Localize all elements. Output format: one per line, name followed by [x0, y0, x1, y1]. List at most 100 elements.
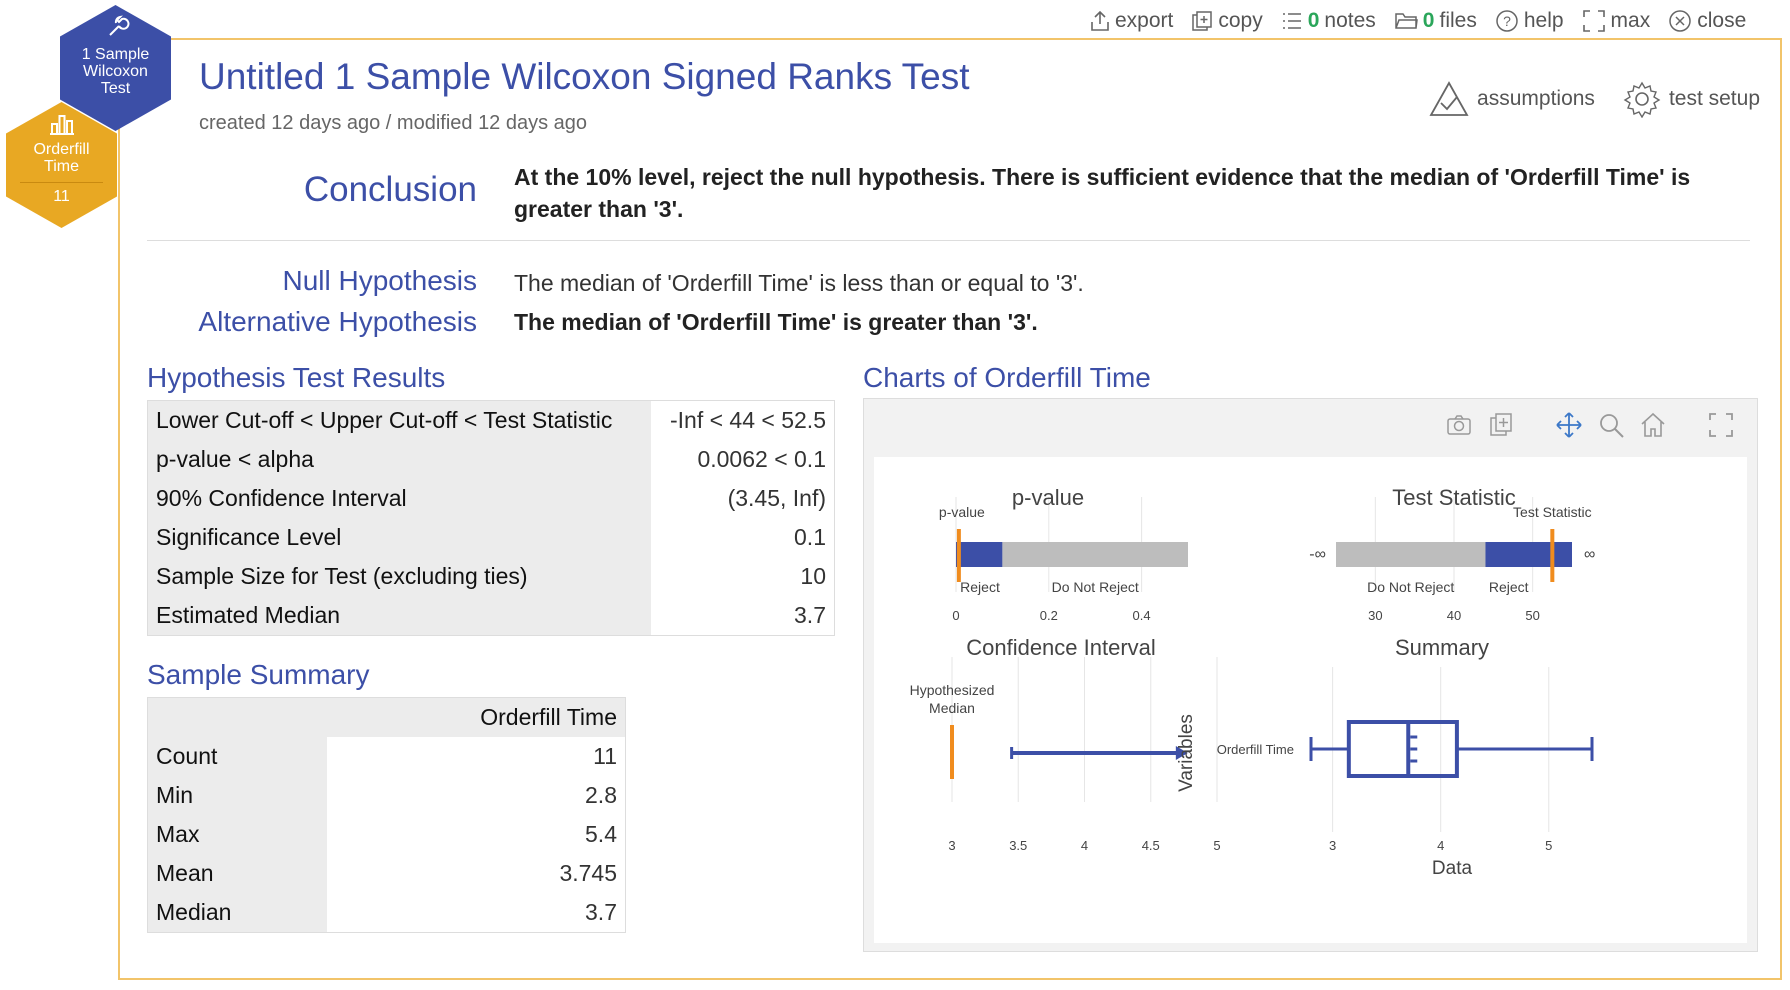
camera-icon[interactable]: [1445, 411, 1473, 439]
page-title[interactable]: Untitled 1 Sample Wilcoxon Signed Ranks …: [199, 56, 970, 97]
summary-key: Min: [147, 776, 327, 815]
summary-value: 11: [326, 737, 626, 776]
bar-segment: [1002, 542, 1188, 567]
header-actions: assumptions test setup: [1429, 80, 1760, 118]
result-key: 90% Confidence Interval: [147, 479, 651, 518]
result-key: p-value < alpha: [147, 440, 651, 479]
maximize-icon: [1582, 10, 1605, 32]
variable-name-line2: Time: [44, 158, 79, 175]
fullscreen-icon[interactable]: [1707, 411, 1735, 439]
copy-chart-icon[interactable]: [1487, 411, 1515, 439]
notes-button[interactable]: 0 notes: [1281, 9, 1376, 33]
charts-heading: Charts of Orderfill Time: [863, 362, 1151, 393]
variable-hexagon[interactable]: Orderfill Time 11: [6, 102, 117, 228]
null-hypothesis-label: Null Hypothesis: [282, 265, 477, 296]
summary-heading: Sample Summary: [147, 659, 370, 690]
bar-segment: [1485, 542, 1572, 567]
test-setup-label: test setup: [1668, 87, 1760, 110]
gear-icon: [1623, 81, 1661, 118]
top-toolbar: export copy 0 notes 0 files ? help max clo…: [1090, 6, 1790, 36]
x-tick-label: 0.4: [1133, 608, 1151, 623]
x-tick-label: 4: [1437, 838, 1444, 853]
result-value: (3.45, Inf): [650, 479, 835, 518]
help-button[interactable]: ? help: [1495, 9, 1564, 33]
chart-title: Summary: [1395, 635, 1489, 660]
folder-icon: [1395, 13, 1418, 29]
table-row: Max 5.4: [147, 815, 626, 854]
results-heading: Hypothesis Test Results: [147, 362, 446, 393]
table-row: Count 11: [147, 737, 626, 776]
table-row: Median 3.7: [147, 893, 626, 933]
created-modified-meta: created 12 days ago / modified 12 days a…: [199, 112, 588, 134]
marker-label-line1: Hypothesized: [910, 682, 995, 698]
export-icon: [1091, 10, 1109, 31]
zoom-icon[interactable]: [1597, 411, 1625, 439]
result-key: Sample Size for Test (excluding ties): [147, 557, 651, 596]
summary-value: 5.4: [326, 815, 626, 854]
table-header-row: Orderfill Time: [147, 697, 626, 737]
max-label: max: [1610, 9, 1651, 32]
svg-text:?: ?: [1503, 13, 1511, 29]
marker-label-line2: Median: [929, 700, 975, 716]
x-axis-label: Data: [1432, 858, 1473, 879]
conclusion-text: At the 10% level, reject the null hypoth…: [514, 164, 1691, 222]
test-type-line3: Test: [100, 80, 131, 97]
x-tick-label: 3: [948, 838, 955, 853]
assumptions-button[interactable]: assumptions: [1429, 80, 1595, 118]
result-value: 10: [650, 557, 835, 596]
table-row: Sample Size for Test (excluding ties) 10: [147, 557, 835, 596]
chart-toolbar: [1445, 411, 1735, 439]
bar-segment: [1336, 542, 1486, 567]
bar-chart-icon: [49, 115, 74, 135]
category-label: Orderfill Time: [1217, 742, 1294, 757]
table-row: Estimated Median 3.7: [147, 596, 835, 636]
test-type-hexagon[interactable]: 1 Sample Wilcoxon Test: [60, 5, 171, 131]
copy-button[interactable]: copy: [1191, 9, 1263, 33]
help-label: help: [1523, 9, 1564, 32]
x-tick-label: 3: [1329, 838, 1336, 853]
table-row: Mean 3.745: [147, 854, 626, 893]
files-label: files: [1439, 9, 1477, 32]
list-icon: [1282, 13, 1301, 29]
copy-icon: [1192, 11, 1213, 31]
export-label: export: [1115, 9, 1174, 32]
summary-value: 2.8: [326, 776, 626, 815]
interval-arrowhead: [1175, 746, 1188, 760]
pos-infinity-label: ∞: [1584, 546, 1595, 563]
segment-label: Reject: [1489, 579, 1529, 595]
null-hypothesis-text: The median of 'Orderfill Time' is less t…: [514, 270, 1084, 296]
test-setup-button[interactable]: test setup: [1623, 80, 1760, 118]
files-button[interactable]: 0 files: [1394, 9, 1477, 33]
home-icon[interactable]: [1639, 411, 1667, 439]
files-count: 0: [1422, 9, 1435, 32]
export-button[interactable]: export: [1090, 9, 1173, 33]
alternative-hypothesis-label: Alternative Hypothesis: [198, 306, 477, 337]
blank-header-cell: [147, 697, 327, 737]
charts-svg: 0 0.2 0.4 p-value Reject Do Not Reject p-value…: [910, 485, 1596, 879]
test-type-line2: Wilcoxon: [83, 63, 148, 80]
alternative-hypothesis-text: The median of 'Orderfill Time' is greate…: [514, 309, 1038, 335]
result-value: 0.1: [650, 518, 835, 557]
table-row: Lower Cut-off < Upper Cut-off < Test Sta…: [147, 400, 835, 440]
pan-icon[interactable]: [1555, 411, 1583, 439]
summary-key: Median: [147, 893, 327, 933]
x-tick-label: 4: [1081, 838, 1088, 853]
variable-name-line1: Orderfill: [33, 141, 90, 158]
x-tick-label: 5: [1545, 838, 1552, 853]
bar-segment: [956, 542, 1003, 567]
table-row: Significance Level 0.1: [147, 518, 835, 557]
result-key: Significance Level: [147, 518, 651, 557]
chart-title: Test Statistic: [1392, 485, 1515, 510]
result-key: Estimated Median: [147, 596, 651, 636]
summary-key: Max: [147, 815, 327, 854]
x-tick-label: 0: [952, 608, 959, 623]
close-button[interactable]: close: [1668, 9, 1746, 33]
copy-label: copy: [1218, 9, 1263, 32]
result-value: -Inf < 44 < 52.5: [650, 400, 835, 440]
segment-label: Do Not Reject: [1052, 579, 1139, 595]
warning-check-icon: [1429, 81, 1469, 116]
x-tick-label: 3.5: [1009, 838, 1027, 853]
result-value: 0.0062 < 0.1: [650, 440, 835, 479]
max-button[interactable]: max: [1582, 9, 1651, 33]
notes-label: notes: [1324, 9, 1376, 32]
